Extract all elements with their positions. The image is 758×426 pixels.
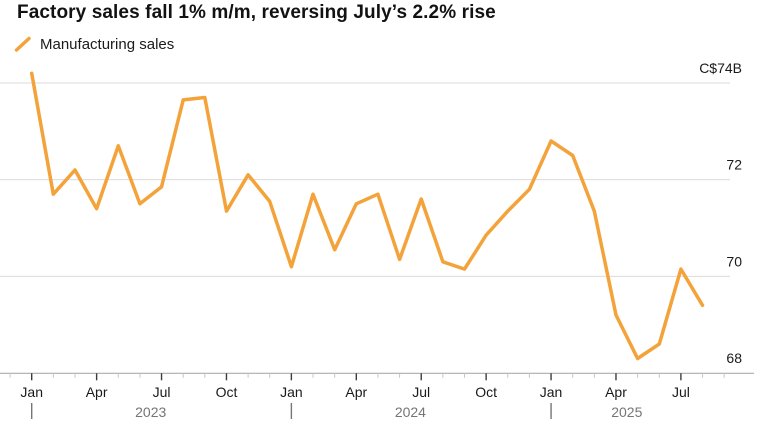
- x-tick-label: Apr: [605, 384, 627, 400]
- chart-title: Factory sales fall 1% m/m, reversing Jul…: [17, 2, 496, 23]
- legend-label: Manufacturing sales: [40, 35, 175, 53]
- y-axis-label: 72: [726, 157, 742, 173]
- year-label: 2023: [135, 404, 166, 420]
- year-label: 2025: [611, 404, 642, 420]
- x-tick-label: Jan: [20, 384, 43, 400]
- x-tick-label: Apr: [86, 384, 108, 400]
- x-tick-label: Oct: [475, 384, 497, 400]
- y-axis-label: 68: [726, 350, 742, 366]
- x-tick-label: Jul: [412, 384, 430, 400]
- x-tick-label: Oct: [216, 384, 238, 400]
- y-axis-label: C$74B: [699, 60, 742, 76]
- x-tick-label: Jul: [672, 384, 690, 400]
- x-tick-label: Jan: [280, 384, 303, 400]
- x-tick-label: Jul: [153, 384, 171, 400]
- y-axis-label: 70: [726, 253, 742, 269]
- x-tick-label: Jan: [540, 384, 563, 400]
- legend-line-icon: [14, 36, 31, 52]
- legend: Manufacturing sales: [14, 35, 174, 53]
- x-tick-label: Apr: [345, 384, 367, 400]
- year-label: 2024: [395, 404, 426, 420]
- manufacturing-sales-line: [29, 71, 705, 361]
